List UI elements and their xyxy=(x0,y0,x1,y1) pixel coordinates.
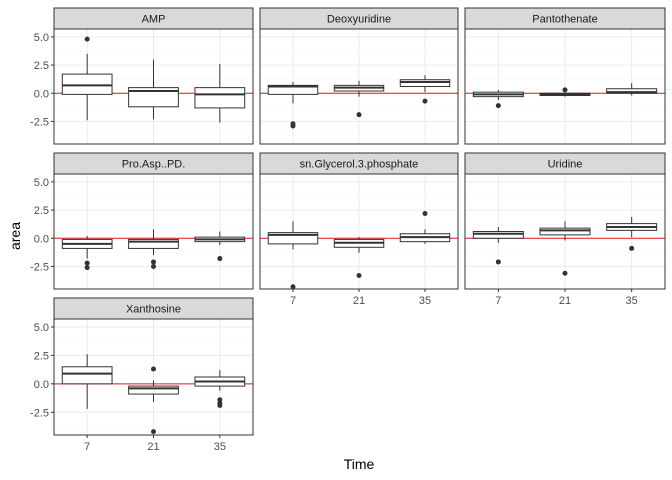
outlier-point xyxy=(151,263,156,269)
box-7 xyxy=(472,89,524,109)
box-iqr xyxy=(128,238,179,249)
x-tick-label: 21 xyxy=(353,295,365,307)
panel-border xyxy=(259,28,459,145)
x-tick-label: 7 xyxy=(495,295,501,307)
outlier-point xyxy=(422,210,428,216)
strip-label: Pantothenate xyxy=(532,14,597,26)
x-tick-label: 35 xyxy=(214,441,226,453)
x-tick-label: 7 xyxy=(84,441,90,453)
strip-label: sn.Glycerol.3.phosphate xyxy=(300,159,419,171)
outlier-point xyxy=(562,87,568,93)
box-35 xyxy=(606,83,658,96)
outlier-point xyxy=(151,366,156,372)
outlier-point xyxy=(495,259,501,265)
box-21 xyxy=(128,366,179,435)
box-iqr xyxy=(128,385,179,395)
strip-label: AMP xyxy=(142,14,166,26)
strip-label: Uridine xyxy=(548,159,583,171)
box-7 xyxy=(267,221,319,290)
box-35 xyxy=(606,216,658,251)
x-tick-label: 21 xyxy=(147,441,159,453)
y-tick-label: 5.0 xyxy=(34,322,49,334)
box-35 xyxy=(194,231,246,262)
panel-sn-glycerol-3-phosphate: sn.Glycerol.3.phosphate 7 21 35 xyxy=(259,152,459,307)
box-35 xyxy=(399,75,451,104)
box-iqr xyxy=(194,87,246,109)
box-21 xyxy=(333,80,385,118)
panel-amp: AMP 5.0 2.5 0.0 -2.5 xyxy=(30,7,254,145)
y-tick-label: 5.0 xyxy=(34,32,49,44)
box-21 xyxy=(128,229,179,269)
panel-xanthosine: Xanthosine 5.0 2.5 0.0 -2.5 7 21 35 xyxy=(30,297,254,453)
outlier-point xyxy=(422,98,428,104)
y-tick-label: -2.5 xyxy=(30,261,49,273)
panel-border xyxy=(53,28,254,145)
box-iqr xyxy=(128,87,179,108)
outlier-point xyxy=(629,245,635,251)
box-iqr xyxy=(267,232,319,245)
y-axis-title: area xyxy=(7,222,23,250)
panel-border xyxy=(53,173,254,290)
outlier-point xyxy=(151,259,156,265)
box-7 xyxy=(61,354,113,409)
outlier-point xyxy=(562,270,568,276)
y-tick-label: 0.0 xyxy=(34,233,49,245)
box-7 xyxy=(472,226,524,265)
x-axis-title: Time xyxy=(344,456,375,472)
box-21 xyxy=(333,237,385,278)
strip-label: Deoxyuridine xyxy=(327,14,391,26)
outlier-point xyxy=(84,36,90,42)
panel-uridine: Uridine 7 21 35 xyxy=(464,152,666,307)
box-21 xyxy=(128,59,179,120)
x-tick-label: 7 xyxy=(290,295,296,307)
y-tick-label: 0.0 xyxy=(34,88,49,100)
box-35 xyxy=(194,370,246,408)
strip-label: Xanthosine xyxy=(126,304,181,316)
box-35 xyxy=(399,210,451,244)
outlier-point xyxy=(84,265,90,271)
panel-border xyxy=(464,28,666,145)
outlier-point xyxy=(151,429,156,435)
panel-deoxyuridine: Deoxyuridine xyxy=(259,7,459,145)
outlier-point xyxy=(290,284,296,290)
outlier-point xyxy=(290,123,296,129)
box-35 xyxy=(194,63,246,123)
outlier-point xyxy=(356,112,362,118)
outlier-point xyxy=(217,256,223,262)
y-tick-label: 5.0 xyxy=(34,177,49,189)
x-tick-label: 21 xyxy=(559,295,571,307)
box-7 xyxy=(267,81,319,129)
y-tick-label: 0.0 xyxy=(34,379,49,391)
y-tick-label: 2.5 xyxy=(34,205,49,217)
box-iqr xyxy=(539,227,591,236)
outlier-point xyxy=(356,272,362,278)
strip-label: Pro.Asp..PD. xyxy=(122,159,186,171)
y-tick-label: 2.5 xyxy=(34,350,49,362)
y-tick-label: -2.5 xyxy=(30,407,49,419)
y-tick-label: 2.5 xyxy=(34,60,49,72)
panel-pro-asp-pd: Pro.Asp..PD. 5.0 2.5 0.0 -2.5 xyxy=(30,152,254,290)
box-iqr xyxy=(606,88,658,94)
box-iqr xyxy=(61,366,113,385)
box-21 xyxy=(539,87,591,97)
box-21 xyxy=(539,221,591,276)
outlier-point xyxy=(84,260,90,266)
box-7 xyxy=(61,36,113,121)
box-iqr xyxy=(267,84,319,95)
x-tick-label: 35 xyxy=(419,295,431,307)
box-iqr xyxy=(472,231,524,239)
outlier-point xyxy=(217,402,223,408)
y-tick-label: -2.5 xyxy=(30,116,49,128)
box-iqr xyxy=(61,73,113,95)
box-7 xyxy=(61,236,113,271)
panel-pantothenate: Pantothenate xyxy=(464,7,666,145)
outlier-point xyxy=(495,103,501,109)
x-tick-label: 35 xyxy=(626,295,638,307)
box-iqr xyxy=(399,79,451,87)
facet-panels: AMP 5.0 2.5 0.0 -2.5 Deoxyuridine Pantothenate… xyxy=(30,7,666,453)
